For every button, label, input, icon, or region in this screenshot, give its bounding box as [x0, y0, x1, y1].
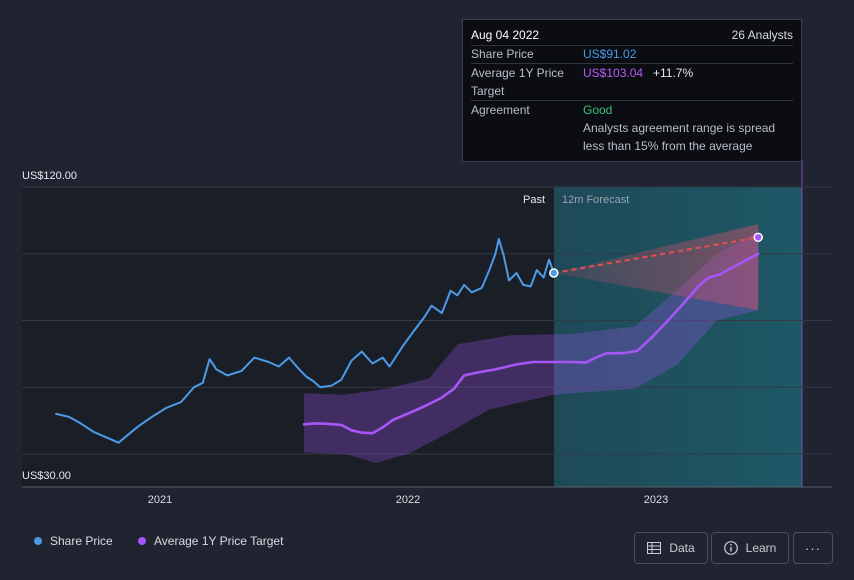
tooltip-agreement-note-2: less than 15% from the average	[583, 139, 753, 153]
tooltip-share-price-label: Share Price	[471, 47, 534, 61]
x-tick-label-2023: 2023	[644, 494, 668, 506]
target-range-band	[303, 231, 759, 463]
tooltip-target-row: Average 1Y Price Target US$103.04 +11.7%	[471, 66, 793, 100]
marker-layer	[549, 232, 763, 278]
info-icon	[723, 541, 738, 555]
tooltip-date: Aug 04 2022	[471, 28, 540, 42]
tooltip-agreement-label: Agreement	[471, 103, 530, 117]
tooltip-panel: Aug 04 2022 26 Analysts Share Price US$9…	[462, 19, 802, 162]
tooltip-target-change: +11.7%	[653, 66, 694, 80]
forecast-label: 12m Forecast	[562, 194, 629, 206]
learn-button-label: Learn	[745, 541, 777, 555]
target-band-layer	[303, 231, 759, 463]
tooltip-target-value: US$103.04	[583, 66, 644, 80]
y-label-top: US$120.00	[22, 170, 77, 182]
past-region-bg	[22, 187, 554, 487]
target-price-line	[302, 252, 760, 435]
tooltip-target-label-2: Target	[471, 84, 505, 98]
share-price-line	[55, 237, 555, 444]
past-label: Past	[523, 194, 545, 206]
series-lines-layer	[55, 236, 760, 444]
tooltip-analysts: 26 Analysts	[731, 28, 793, 42]
legend-share-price-label: Share Price	[50, 534, 113, 548]
share-price-dot-icon	[34, 537, 42, 545]
target-dot-icon	[138, 537, 146, 545]
more-icon: ···	[805, 540, 821, 556]
more-button[interactable]: ···	[793, 532, 833, 564]
share-price-marker	[549, 268, 559, 278]
x-tick-label-2021: 2021	[148, 494, 172, 506]
y-label-bottom: US$30.00	[22, 470, 71, 482]
x-tick-label-2022: 2022	[396, 494, 420, 506]
tooltip-share-price-row: Share Price US$91.02	[471, 47, 793, 63]
data-button-label: Data	[669, 541, 695, 555]
tooltip-agreement-row: Agreement Good Analysts agreement range …	[471, 103, 793, 159]
table-icon	[647, 542, 662, 554]
data-button[interactable]: Data	[634, 532, 708, 564]
target-price-marker	[753, 232, 763, 243]
legend-item-share-price[interactable]: Share Price	[34, 534, 113, 548]
legend-target-label: Average 1Y Price Target	[154, 534, 284, 548]
tooltip-target-label-1: Average 1Y Price	[471, 66, 564, 80]
tooltip-agreement-note-1: Analysts agreement range is spread	[583, 121, 776, 135]
legend-item-target[interactable]: Average 1Y Price Target	[138, 534, 283, 548]
learn-button[interactable]: Learn	[711, 532, 789, 564]
tooltip-header: Aug 04 2022 26 Analysts	[471, 28, 793, 44]
forecast-target-line	[553, 236, 759, 274]
tooltip-share-price-value: US$91.02	[583, 47, 637, 61]
tooltip-agreement-value: Good	[583, 103, 613, 117]
